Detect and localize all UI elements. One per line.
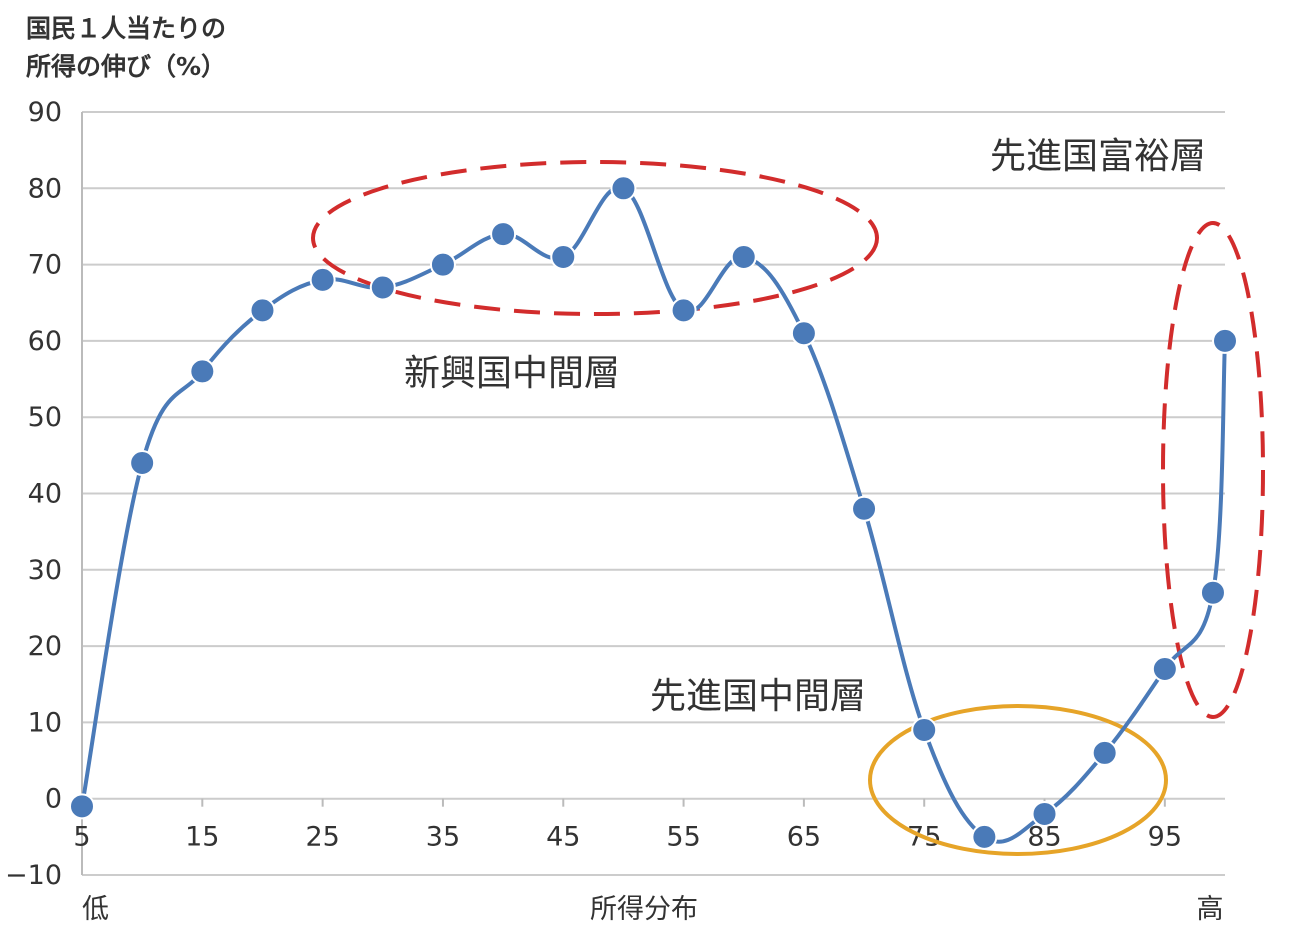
x-tick-label: 45 xyxy=(546,822,580,853)
y-tick-label: 50 xyxy=(28,402,62,433)
grid-layer xyxy=(82,111,1225,876)
x-axis-low-label: 低 xyxy=(82,894,109,925)
data-point-60 xyxy=(730,243,757,270)
data-point-45 xyxy=(550,243,577,270)
data-point-90 xyxy=(1091,739,1118,766)
emerging-middle-label: 新興国中間層 xyxy=(404,353,620,394)
data-point-75 xyxy=(911,717,938,744)
data-point-65 xyxy=(790,320,817,347)
x-tick-label: 25 xyxy=(305,822,339,853)
data-point-50 xyxy=(610,175,637,202)
data-point-85 xyxy=(1031,800,1058,827)
points-layer xyxy=(69,175,1238,850)
y-tick-label: 0 xyxy=(45,784,62,815)
x-tick-label: 15 xyxy=(185,822,219,853)
x-axis-high-label: 高 xyxy=(1197,894,1224,925)
x-tick-label: 5 xyxy=(73,822,90,853)
y-axis-label-line-1: 国民１人当たりの xyxy=(26,14,226,43)
data-point-100 xyxy=(1212,327,1238,354)
x-tick-label: 65 xyxy=(787,822,821,853)
data-point-80 xyxy=(971,823,998,850)
y-tick-label: 30 xyxy=(28,555,62,586)
x-axis-label: 所得分布 xyxy=(590,894,698,925)
data-point-40 xyxy=(490,221,517,248)
y-tick-label: 40 xyxy=(28,479,62,510)
y-tick-label: 90 xyxy=(28,97,62,128)
data-point-20 xyxy=(249,297,276,324)
data-point-95 xyxy=(1151,655,1178,682)
data-point-25 xyxy=(309,266,336,293)
y-tick-label: 20 xyxy=(28,631,62,662)
data-point-55 xyxy=(670,297,697,324)
advanced-middle-label: 先進国中間層 xyxy=(650,676,866,717)
advanced-rich-ellipse xyxy=(1161,221,1265,719)
y-axis-label-line-2: 所得の伸び（%） xyxy=(26,52,226,81)
data-point-70 xyxy=(851,495,878,522)
data-point-5 xyxy=(69,793,95,820)
data-point-99 xyxy=(1199,579,1226,606)
y-tick-label: 80 xyxy=(28,173,62,204)
y-tick-label: 10 xyxy=(28,707,62,738)
data-point-30 xyxy=(369,274,396,301)
x-tick-label: 35 xyxy=(426,822,460,853)
advanced-middle-ellipse xyxy=(868,704,1168,856)
data-point-10 xyxy=(129,449,156,476)
data-point-35 xyxy=(429,251,456,278)
advanced-rich-label: 先進国富裕層 xyxy=(990,136,1206,177)
y-tick-label: −10 xyxy=(5,860,62,891)
series-line xyxy=(80,185,1227,844)
y-tick-label: 70 xyxy=(28,250,62,281)
x-tick-label: 95 xyxy=(1148,822,1182,853)
data-point-15 xyxy=(189,358,216,385)
y-tick-label: 60 xyxy=(28,326,62,357)
emerging-middle-ellipse xyxy=(311,160,879,316)
x-tick-label: 55 xyxy=(666,822,700,853)
